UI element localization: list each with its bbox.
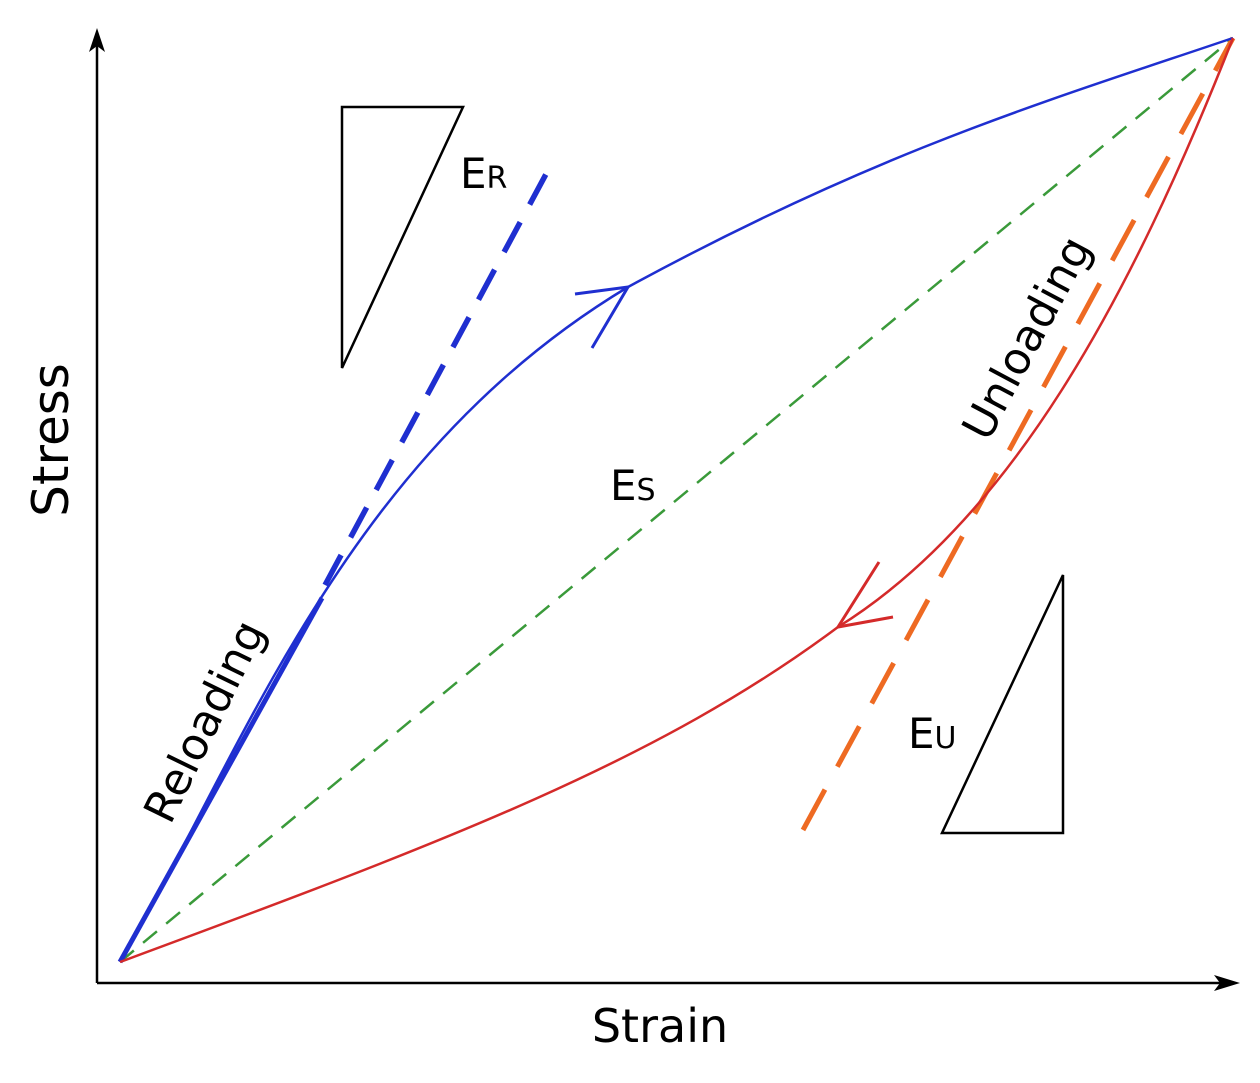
y-axis-label: Stress bbox=[22, 363, 80, 517]
eu-label: EU bbox=[908, 709, 957, 758]
unloading-arrowhead bbox=[834, 561, 894, 630]
es-label: ES bbox=[610, 461, 656, 510]
y-axis-arrow bbox=[89, 28, 105, 52]
x-axis-label: Strain bbox=[592, 999, 728, 1053]
reloading-curve-initial-segment bbox=[117, 596, 325, 964]
eu-slope-triangle bbox=[940, 574, 1065, 835]
unload-tangent-line bbox=[800, 36, 1236, 832]
x-axis-arrow bbox=[1214, 975, 1240, 991]
er-label: ER bbox=[460, 149, 507, 198]
reload-tangent-line bbox=[322, 161, 555, 587]
reloading-arrowhead bbox=[574, 285, 631, 349]
reloading-curve bbox=[118, 36, 1234, 963]
er-slope-triangle bbox=[340, 105, 465, 369]
axes bbox=[89, 28, 1240, 991]
secant-line bbox=[119, 37, 1234, 963]
